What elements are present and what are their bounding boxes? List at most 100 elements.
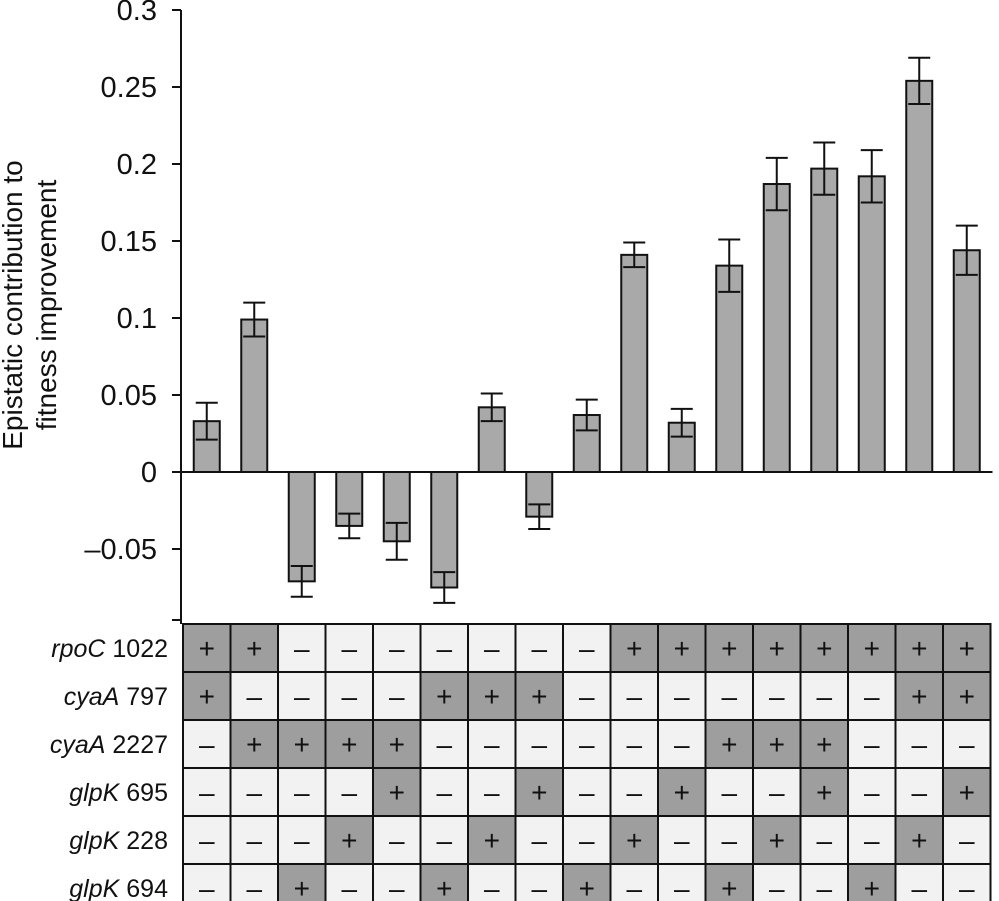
genotype-cell	[752, 719, 802, 769]
minus-sign: –	[626, 681, 642, 712]
minus-sign: –	[864, 777, 880, 808]
plus-sign: +	[246, 633, 262, 664]
plus-sign: +	[484, 825, 500, 856]
genotype-cell	[799, 767, 849, 817]
bar-13	[762, 183, 791, 474]
plus-sign: +	[911, 633, 927, 664]
genotype-cell	[514, 815, 564, 865]
gene-position: 2227	[105, 731, 168, 759]
minus-sign: –	[484, 729, 500, 760]
genotype-cell	[704, 719, 754, 769]
genotype-cell	[419, 719, 469, 769]
genotype-cell	[609, 623, 659, 673]
genotype-cell	[419, 863, 469, 901]
genotype-cell	[562, 719, 612, 769]
genotype-cell	[894, 863, 944, 901]
minus-sign: –	[769, 873, 785, 901]
y-tick-label: 0.15	[101, 226, 157, 258]
plus-sign: +	[816, 777, 832, 808]
minus-sign: –	[674, 729, 690, 760]
row-label-rpoC-1022: rpoC 1022	[51, 635, 168, 663]
minus-sign: –	[389, 873, 405, 901]
minus-sign: –	[199, 873, 215, 901]
genotype-cell	[372, 863, 422, 901]
minus-sign: –	[341, 681, 357, 712]
genotype-cell	[182, 719, 232, 769]
minus-sign: –	[674, 825, 690, 856]
genotype-cell	[657, 767, 707, 817]
plus-sign: +	[579, 873, 595, 901]
minus-sign: –	[199, 825, 215, 856]
minus-sign: –	[341, 633, 357, 664]
minus-sign: –	[579, 681, 595, 712]
minus-sign: –	[531, 825, 547, 856]
minus-sign: –	[389, 681, 405, 712]
plus-sign: +	[959, 681, 975, 712]
genotype-cell	[229, 767, 279, 817]
minus-sign: –	[294, 633, 310, 664]
minus-sign: –	[341, 777, 357, 808]
genotype-cell	[609, 815, 659, 865]
y-axis-title-line-1: Epistatic contribution to	[0, 160, 28, 450]
minus-sign: –	[436, 825, 452, 856]
plus-sign: +	[816, 729, 832, 760]
minus-sign: –	[911, 873, 927, 901]
genotype-cell	[182, 815, 232, 865]
plus-sign: +	[531, 777, 547, 808]
genotype-cell	[229, 815, 279, 865]
minus-sign: –	[864, 825, 880, 856]
plus-sign: +	[436, 873, 452, 901]
plus-sign: +	[626, 633, 642, 664]
minus-sign: –	[769, 777, 785, 808]
minus-sign: –	[721, 681, 737, 712]
plus-sign: +	[864, 873, 880, 901]
genotype-cell	[657, 863, 707, 901]
plus-sign: +	[389, 729, 405, 760]
minus-sign: –	[721, 825, 737, 856]
genotype-cell	[752, 671, 802, 721]
gene-position: 228	[119, 827, 168, 855]
minus-sign: –	[911, 777, 927, 808]
minus-sign: –	[626, 873, 642, 901]
minus-sign: –	[389, 825, 405, 856]
row-label-glpK-695: glpK 695	[69, 779, 168, 807]
genotype-cell	[894, 671, 944, 721]
genotype-cell	[372, 623, 422, 673]
plus-sign: +	[769, 729, 785, 760]
bar-17	[952, 249, 981, 473]
gene-name: glpK	[69, 779, 120, 807]
genotype-cell	[847, 767, 897, 817]
minus-sign: –	[911, 729, 927, 760]
plus-sign: +	[436, 681, 452, 712]
minus-sign: –	[531, 873, 547, 901]
gene-position: 694	[119, 875, 168, 901]
y-axis-title: Epistatic contribution to fitness improv…	[0, 160, 62, 450]
bar-2	[240, 318, 269, 474]
genotype-cell	[372, 767, 422, 817]
gene-position: 1022	[105, 635, 168, 663]
gene-name: rpoC	[51, 635, 106, 663]
bar-16	[905, 79, 934, 473]
bar-15	[857, 175, 886, 473]
gene-name: cyaA	[64, 683, 120, 711]
plus-sign: +	[626, 825, 642, 856]
minus-sign: –	[294, 777, 310, 808]
minus-sign: –	[579, 825, 595, 856]
plus-sign: +	[531, 681, 547, 712]
plus-sign: +	[674, 777, 690, 808]
minus-sign: –	[199, 729, 215, 760]
gene-position: 695	[119, 779, 168, 807]
plus-sign: +	[199, 681, 215, 712]
plus-sign: +	[199, 633, 215, 664]
genotype-cell	[514, 767, 564, 817]
genotype-cell	[942, 863, 992, 901]
minus-sign: –	[436, 633, 452, 664]
plus-sign: +	[389, 777, 405, 808]
plus-sign: +	[911, 825, 927, 856]
genotype-cell	[229, 719, 279, 769]
genotype-cell	[419, 623, 469, 673]
gene-name: glpK	[69, 827, 120, 855]
gene-name: cyaA	[50, 731, 106, 759]
minus-sign: –	[816, 825, 832, 856]
